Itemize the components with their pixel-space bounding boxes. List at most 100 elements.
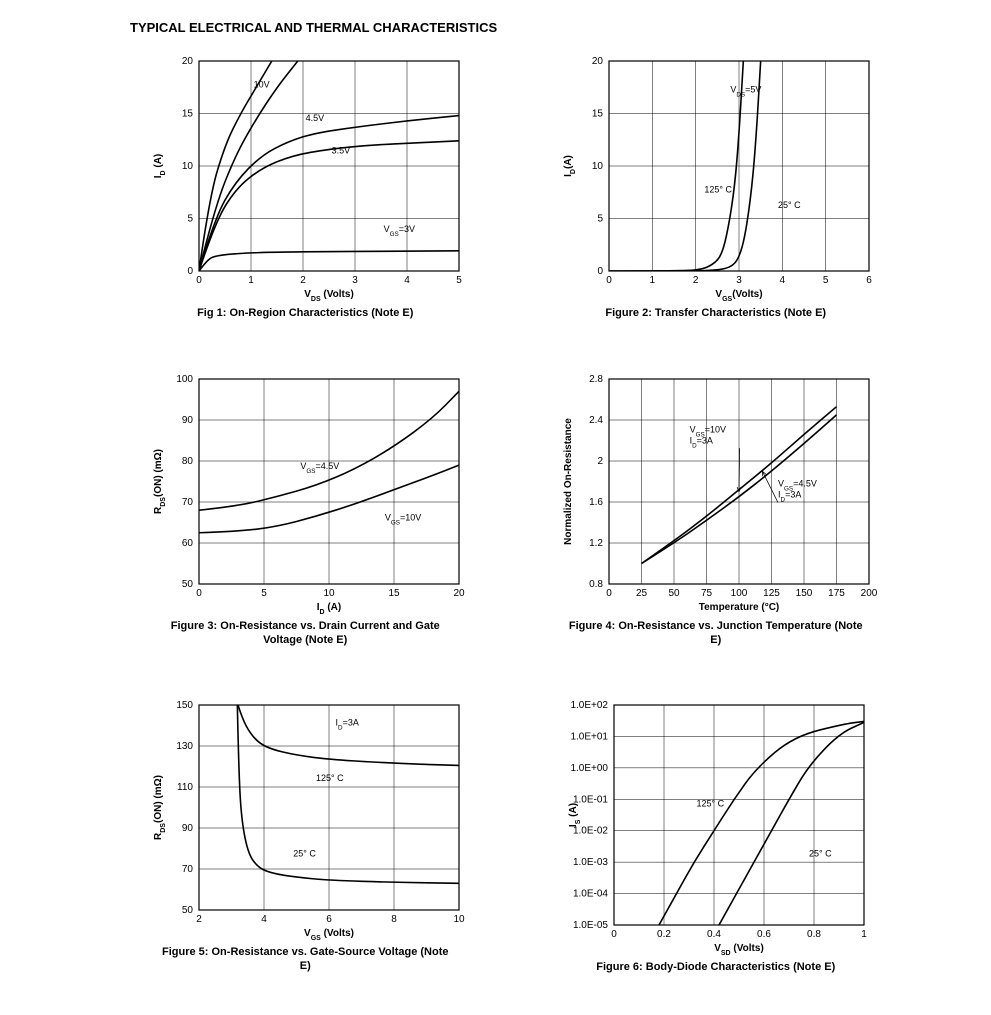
svg-text:Temperature (°C): Temperature (°C) xyxy=(699,602,780,613)
svg-text:0.4: 0.4 xyxy=(707,929,721,940)
svg-text:VSD (Volts): VSD (Volts) xyxy=(714,943,764,957)
svg-text:ID (A): ID (A) xyxy=(153,154,167,179)
svg-text:0.8: 0.8 xyxy=(589,579,603,590)
svg-text:50: 50 xyxy=(182,905,194,916)
chart-4-cell: 02550751001251501752000.81.21.622.42.8Te… xyxy=(541,371,892,648)
svg-text:150: 150 xyxy=(796,588,813,599)
chart-6-cell: 00.20.40.60.811.0E-051.0E-041.0E-031.0E-… xyxy=(541,697,892,975)
svg-text:1.6: 1.6 xyxy=(589,497,603,508)
svg-text:VGS=4.5V: VGS=4.5V xyxy=(300,461,339,475)
svg-text:10: 10 xyxy=(453,914,465,925)
chart-3-caption: Figure 3: On-Resistance vs. Drain Curren… xyxy=(155,620,455,648)
svg-text:5: 5 xyxy=(456,275,462,286)
svg-text:ID=3A: ID=3A xyxy=(690,435,713,449)
svg-text:1: 1 xyxy=(248,275,254,286)
svg-text:0: 0 xyxy=(196,275,202,286)
svg-text:125: 125 xyxy=(763,588,780,599)
svg-text:ID=3A: ID=3A xyxy=(778,489,801,503)
chart-2: 012345605101520VGS(Volts)ID(A)125° C25° … xyxy=(554,53,877,303)
chart-1-caption: Fig 1: On-Region Characteristics (Note E… xyxy=(197,307,413,321)
svg-text:1.0E+00: 1.0E+00 xyxy=(571,763,609,774)
svg-text:0.8: 0.8 xyxy=(807,929,821,940)
svg-text:ID(A): ID(A) xyxy=(563,155,577,177)
svg-text:15: 15 xyxy=(388,588,400,599)
chart-3: 051015205060708090100ID (A)RDS(ON) (mΩ)V… xyxy=(144,371,467,616)
svg-text:10: 10 xyxy=(182,161,194,172)
svg-text:90: 90 xyxy=(182,415,194,426)
svg-text:0: 0 xyxy=(606,275,612,286)
svg-text:2: 2 xyxy=(196,914,202,925)
svg-text:1.2: 1.2 xyxy=(589,538,603,549)
svg-text:20: 20 xyxy=(453,588,465,599)
svg-text:1.0E+01: 1.0E+01 xyxy=(571,732,609,743)
svg-text:5: 5 xyxy=(187,214,193,225)
svg-text:50: 50 xyxy=(182,579,194,590)
svg-text:5: 5 xyxy=(823,275,829,286)
svg-text:VGS (Volts): VGS (Volts) xyxy=(304,928,354,942)
datasheet-page: TYPICAL ELECTRICAL AND THERMAL CHARACTER… xyxy=(0,0,991,1015)
svg-text:VGS(Volts): VGS(Volts) xyxy=(716,289,763,303)
svg-text:4: 4 xyxy=(404,275,410,286)
svg-text:75: 75 xyxy=(701,588,713,599)
svg-text:15: 15 xyxy=(182,109,194,120)
svg-text:VGS=10V: VGS=10V xyxy=(385,512,421,526)
svg-text:4: 4 xyxy=(261,914,267,925)
svg-text:25° C: 25° C xyxy=(778,200,801,210)
svg-text:200: 200 xyxy=(861,588,877,599)
svg-text:3: 3 xyxy=(736,275,742,286)
section-title: TYPICAL ELECTRICAL AND THERMAL CHARACTER… xyxy=(130,20,891,35)
svg-text:60: 60 xyxy=(182,538,194,549)
svg-text:15: 15 xyxy=(592,109,604,120)
svg-text:IS (A): IS (A) xyxy=(568,803,582,827)
svg-text:1.0E+02: 1.0E+02 xyxy=(571,700,609,711)
svg-text:6: 6 xyxy=(326,914,332,925)
svg-text:6: 6 xyxy=(866,275,872,286)
chart-4: 02550751001251501752000.81.21.622.42.8Te… xyxy=(554,371,877,616)
svg-text:1.0E-04: 1.0E-04 xyxy=(573,889,608,900)
svg-text:100: 100 xyxy=(176,374,193,385)
chart-1-cell: 01234505101520VDS (Volts)ID (A)10V4.5V3.… xyxy=(130,53,481,321)
chart-2-cell: 012345605101520VGS(Volts)ID(A)125° C25° … xyxy=(541,53,892,321)
svg-text:10: 10 xyxy=(592,161,604,172)
svg-text:100: 100 xyxy=(731,588,748,599)
svg-text:175: 175 xyxy=(828,588,845,599)
svg-text:1: 1 xyxy=(650,275,656,286)
svg-text:1.0E-05: 1.0E-05 xyxy=(573,920,608,931)
svg-text:125° C: 125° C xyxy=(705,184,733,194)
svg-text:Normalized On-Resistance: Normalized On-Resistance xyxy=(563,417,574,544)
chart-grid: 01234505101520VDS (Volts)ID (A)10V4.5V3.… xyxy=(130,53,891,975)
chart-1: 01234505101520VDS (Volts)ID (A)10V4.5V3.… xyxy=(144,53,467,303)
svg-text:20: 20 xyxy=(592,56,604,67)
svg-text:150: 150 xyxy=(176,700,193,711)
svg-text:2: 2 xyxy=(300,275,306,286)
svg-text:VDS=5V: VDS=5V xyxy=(731,85,762,99)
svg-text:4.5V: 4.5V xyxy=(305,113,324,123)
svg-text:VDS (Volts): VDS (Volts) xyxy=(304,289,354,303)
svg-text:70: 70 xyxy=(182,864,194,875)
svg-text:0.6: 0.6 xyxy=(757,929,771,940)
svg-text:1: 1 xyxy=(861,929,867,940)
svg-text:RDS(ON) (mΩ): RDS(ON) (mΩ) xyxy=(153,449,167,514)
svg-text:2.4: 2.4 xyxy=(589,415,603,426)
svg-text:ID=3A: ID=3A xyxy=(335,718,358,732)
svg-text:25° C: 25° C xyxy=(293,849,316,859)
svg-text:ID (A): ID (A) xyxy=(316,602,341,616)
svg-text:4: 4 xyxy=(780,275,786,286)
svg-text:0: 0 xyxy=(611,929,617,940)
chart-3-cell: 051015205060708090100ID (A)RDS(ON) (mΩ)V… xyxy=(130,371,481,648)
svg-text:2: 2 xyxy=(598,456,604,467)
chart-4-caption: Figure 4: On-Resistance vs. Junction Tem… xyxy=(566,620,866,648)
svg-text:0: 0 xyxy=(187,266,193,277)
svg-text:130: 130 xyxy=(176,741,193,752)
svg-text:25: 25 xyxy=(636,588,648,599)
chart-5-cell: 246810507090110130150VGS (Volts)RDS(ON) … xyxy=(130,697,481,975)
svg-text:VGS=3V: VGS=3V xyxy=(383,224,414,238)
svg-text:0: 0 xyxy=(598,266,604,277)
svg-text:3.5V: 3.5V xyxy=(331,145,350,155)
svg-text:0.2: 0.2 xyxy=(657,929,671,940)
chart-5-caption: Figure 5: On-Resistance vs. Gate-Source … xyxy=(155,946,455,974)
svg-text:50: 50 xyxy=(669,588,681,599)
svg-text:5: 5 xyxy=(261,588,267,599)
svg-text:20: 20 xyxy=(182,56,194,67)
svg-text:2.8: 2.8 xyxy=(589,374,603,385)
